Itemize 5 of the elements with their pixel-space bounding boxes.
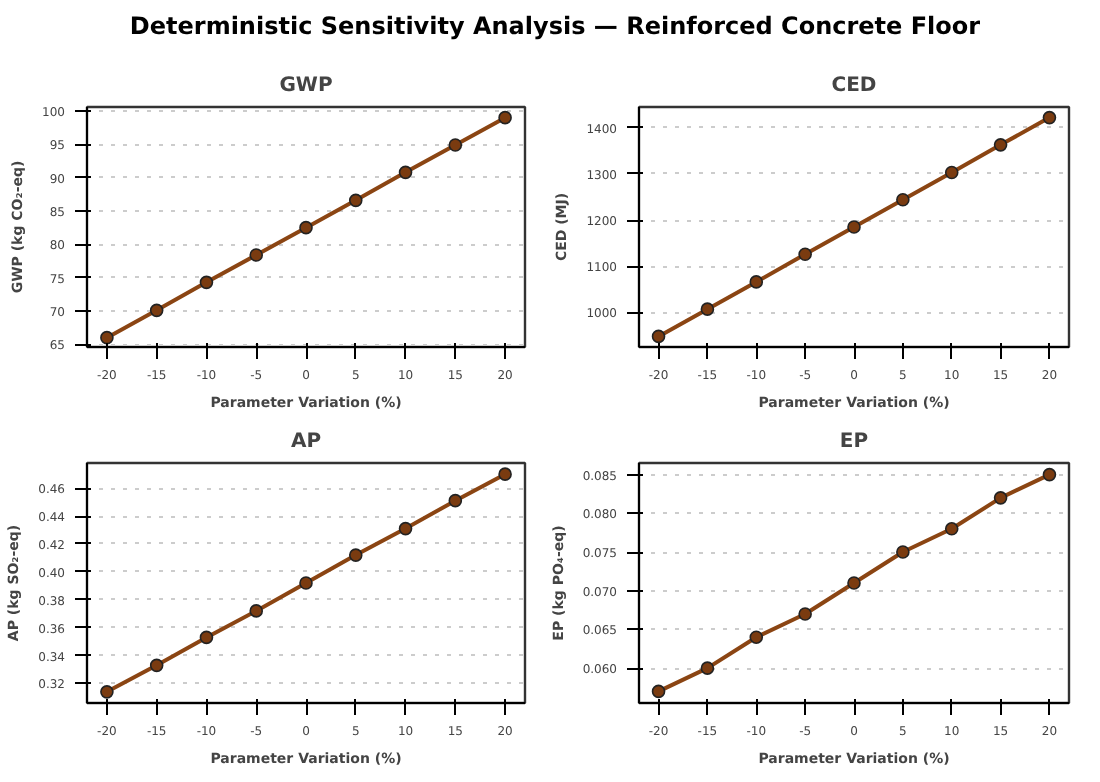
text: Deterministic Sensitivity Analysis — Reinforced Concrete Floor [129, 10, 981, 44]
chart-title: AP [290, 431, 322, 453]
chart-title: EP [839, 431, 869, 453]
chart-title: GWP [279, 75, 333, 97]
chart-title: CED [831, 75, 877, 97]
